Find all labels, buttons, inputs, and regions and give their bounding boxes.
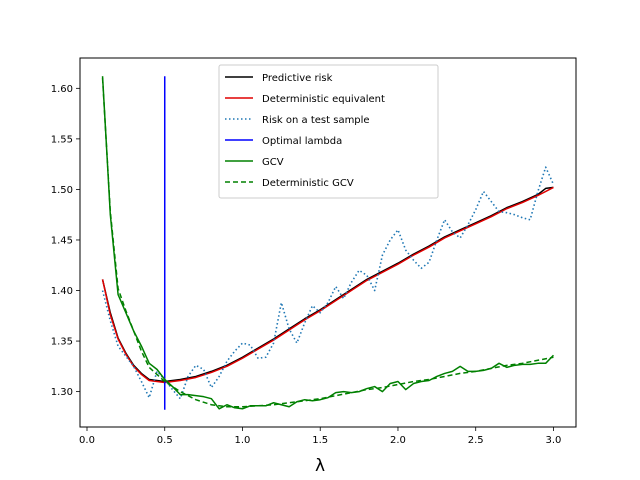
legend-entry-gcv[interactable]: GCV	[225, 157, 284, 168]
x-tick-label-1: 0.5	[157, 435, 173, 446]
plot-frame	[79, 57, 577, 428]
series-predictive-risk	[101, 186, 554, 383]
x-axis-label: λ	[315, 456, 325, 476]
x-tick-label-5: 2.5	[468, 435, 484, 446]
series-layer	[101, 76, 555, 410]
legend-entry-predictive-risk[interactable]: Predictive risk	[225, 73, 333, 84]
y-tick-label-4: 1.50	[51, 185, 73, 196]
legend-label-deterministic-gcv: Deterministic GCV	[262, 178, 354, 189]
legend-label-deterministic-equivalent: Deterministic equivalent	[262, 94, 385, 105]
y-tick-label-1: 1.35	[51, 337, 73, 348]
x-tick-label-0: 0.0	[79, 435, 95, 446]
y-tick-label-0: 1.30	[51, 387, 73, 398]
x-tick-label-2: 1.0	[235, 435, 251, 446]
x-tick-label-6: 3.0	[546, 435, 562, 446]
series-gcv	[101, 76, 554, 410]
x-tick-label-3: 1.5	[312, 435, 328, 446]
legend-entry-deterministic-gcv[interactable]: Deterministic GCV	[225, 178, 354, 189]
series-deterministic-gcv	[101, 78, 554, 408]
legend-frame	[218, 64, 439, 199]
legend[interactable]: Predictive risk Deterministic equivalent R…	[218, 64, 439, 199]
series-deterministic-equivalent	[101, 186, 554, 384]
legend-entry-deterministic-equivalent[interactable]: Deterministic equivalent	[225, 94, 385, 105]
y-tick-label-5: 1.55	[51, 134, 73, 145]
legend-label-predictive-risk: Predictive risk	[262, 73, 333, 84]
legend-label-gcv: GCV	[262, 157, 284, 168]
x-tick-label-4: 2.0	[390, 435, 406, 446]
ticks-layer: 0.0 0.5 1.0 1.5 2.0 2.5 3.0 1.30 1.35 1.40 1.45 1.5…	[51, 84, 562, 446]
y-tick-label-6: 1.60	[51, 84, 73, 95]
legend-entry-optimal-lambda[interactable]: Optimal lambda	[225, 136, 342, 147]
plot-area	[101, 76, 555, 410]
y-tick-label-2: 1.40	[51, 286, 73, 297]
legend-label-optimal-lambda: Optimal lambda	[262, 136, 342, 147]
y-tick-label-3: 1.45	[51, 235, 73, 246]
legend-entry-risk-on-a-test-sample[interactable]: Risk on a test sample	[225, 115, 370, 126]
legend-label-risk-on-a-test-sample: Risk on a test sample	[262, 115, 370, 126]
